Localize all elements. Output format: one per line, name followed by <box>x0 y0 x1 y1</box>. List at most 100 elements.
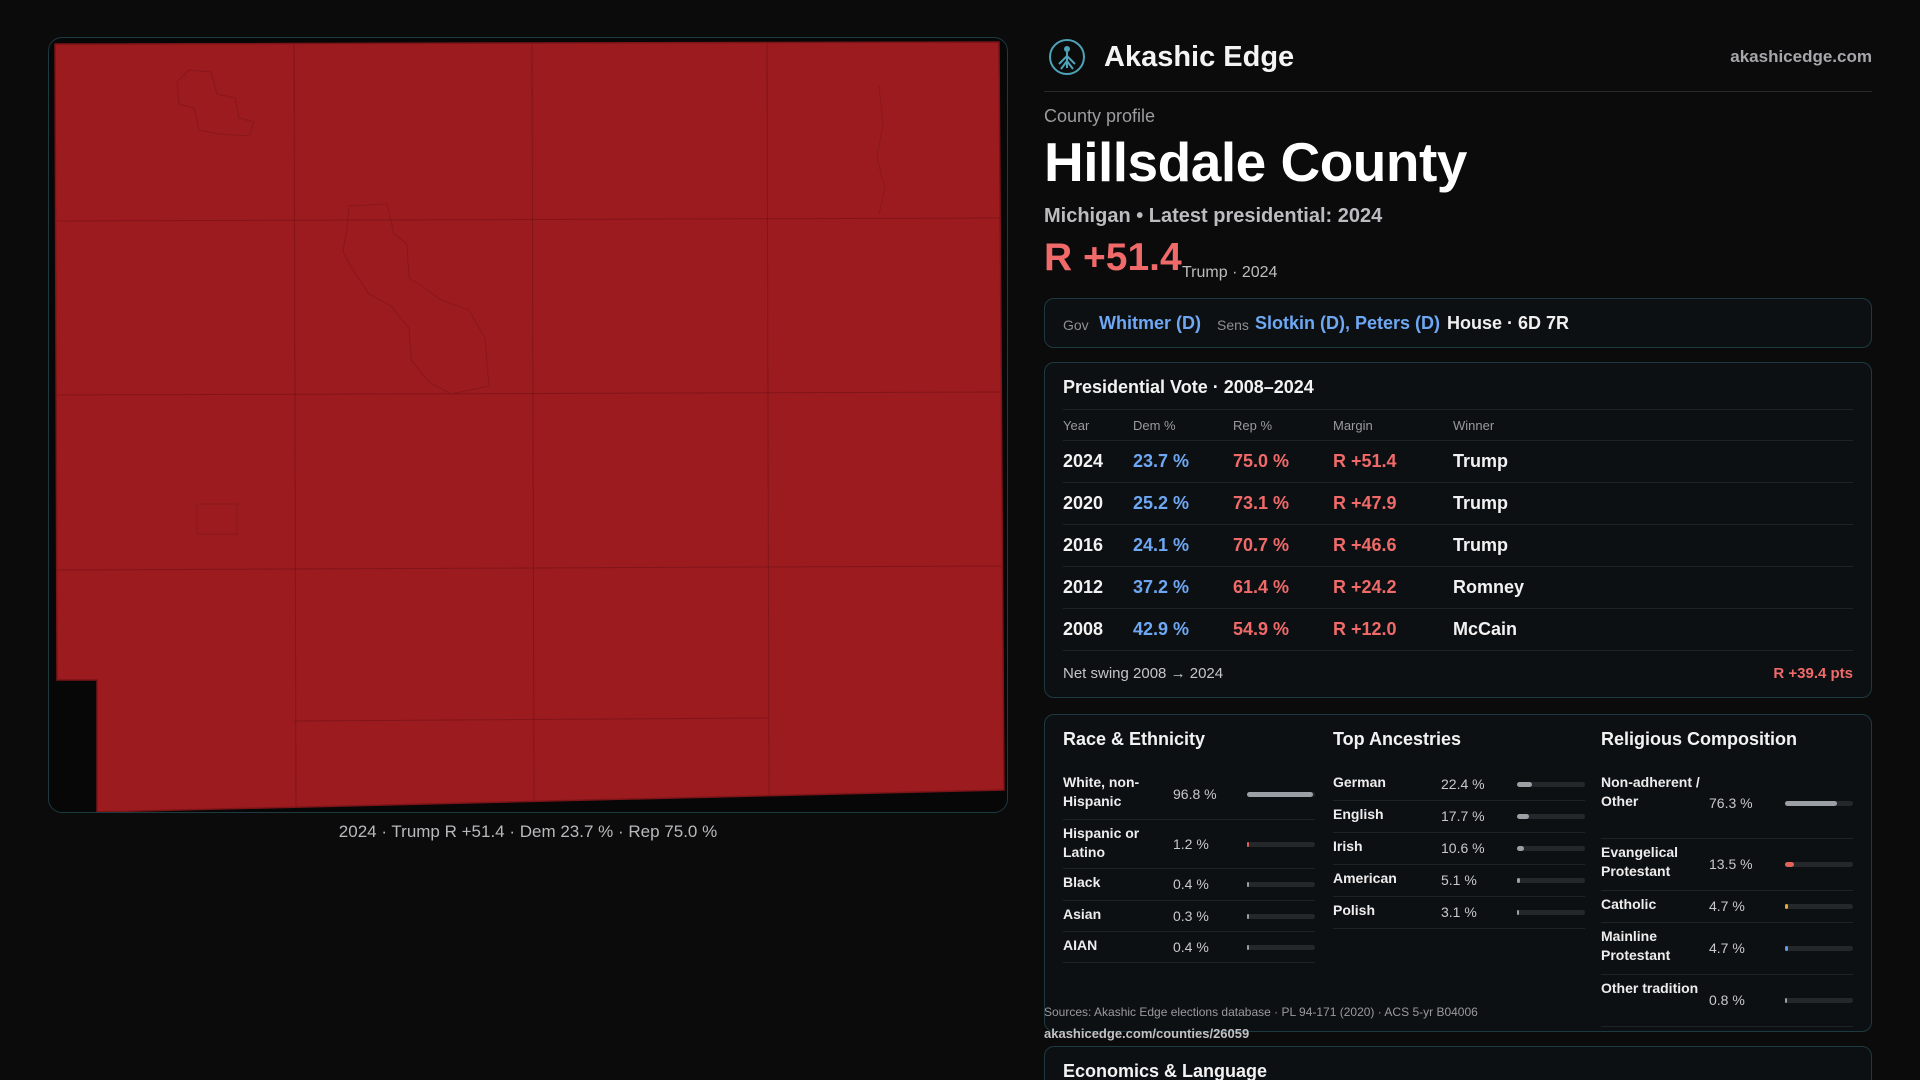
item-bar-fill <box>1517 846 1524 851</box>
presidential-vote-title: Presidential Vote · 2008–2024 <box>1063 377 1314 397</box>
item-percent: 0.8 % <box>1709 992 1745 1008</box>
row-rep: 73.1 % <box>1233 493 1290 513</box>
item-bar-fill <box>1517 814 1529 819</box>
item-label: American <box>1333 870 1397 886</box>
county-shape[interactable] <box>54 41 1005 812</box>
item-bar-fill <box>1247 945 1249 950</box>
item-label: Evangelical Protestant <box>1601 844 1679 879</box>
item-bar-fill <box>1247 792 1313 797</box>
item-label: Hispanic or Latino <box>1063 825 1140 860</box>
economics-language-card: Economics & Language <box>1044 1046 1872 1080</box>
item-percent: 10.6 % <box>1441 840 1485 856</box>
governor-name: Whitmer (D) <box>1099 313 1201 333</box>
net-swing-value: R +39.4 pts <box>1773 665 1853 682</box>
row-margin: R +24.2 <box>1333 577 1397 597</box>
map-caption: 2024 · Trump R +51.4 · Dem 23.7 % · Rep … <box>338 822 718 841</box>
officials-bar: Gov Whitmer (D) Sens Slotkin (D), Peters… <box>1044 298 1872 348</box>
row-winner: Romney <box>1453 577 1525 597</box>
county-profile-panel: Akashic Edge akashicedge.com County prof… <box>1044 0 1872 1080</box>
item-bar-fill <box>1517 782 1532 787</box>
row-dem: 24.1 % <box>1133 535 1190 555</box>
net-swing-label: Net swing 2008 → 2024 <box>1063 665 1224 682</box>
item-bar-track <box>1785 998 1853 1003</box>
item-bar-fill <box>1785 862 1794 867</box>
religious-composition-title: Religious Composition <box>1601 729 1797 749</box>
item-label: Asian <box>1063 906 1102 922</box>
brand-url-link[interactable]: akashicedge.com <box>1730 47 1872 66</box>
row-year: 2012 <box>1063 577 1104 597</box>
list-item: Polish 3.1 % <box>1333 897 1585 929</box>
item-percent: 13.5 % <box>1709 856 1753 872</box>
item-percent: 5.1 % <box>1441 872 1477 888</box>
latest-margin-note: Trump · 2024 <box>1182 264 1278 281</box>
row-winner: Trump <box>1453 451 1509 471</box>
township-boundaries <box>56 42 1004 809</box>
row-winner: Trump <box>1453 535 1509 555</box>
item-bar-track <box>1247 792 1315 797</box>
county-map-svg <box>54 41 1005 812</box>
list-item: White, non-Hispanic 96.8 % <box>1063 769 1315 820</box>
latest-margin: R +51.4 <box>1044 236 1182 279</box>
item-bar-track <box>1517 814 1585 819</box>
row-year: 2008 <box>1063 619 1104 639</box>
item-percent: 4.7 % <box>1709 898 1745 914</box>
item-bar-track <box>1517 782 1585 787</box>
item-label: White, non-Hispanic <box>1063 774 1140 809</box>
list-item: Hispanic or Latino 1.2 % <box>1063 820 1315 869</box>
col-rep: Rep % <box>1233 418 1273 433</box>
list-item: Mainline Protestant 4.7 % <box>1601 923 1853 975</box>
item-bar-fill <box>1517 878 1520 883</box>
item-percent: 22.4 % <box>1441 776 1485 792</box>
list-item: Evangelical Protestant 13.5 % <box>1601 839 1853 891</box>
page-title: Hillsdale County <box>1044 131 1467 193</box>
governor-label: Gov <box>1063 317 1089 333</box>
item-bar-track <box>1785 946 1853 951</box>
sources-url-link[interactable]: akashicedge.com/counties/26059 <box>1044 1026 1250 1041</box>
item-label: Polish <box>1333 902 1376 918</box>
item-bar-track <box>1785 862 1853 867</box>
brand-name[interactable]: Akashic Edge <box>1104 41 1295 73</box>
table-row: 2008 42.9 % 54.9 % R +12.0 McCain <box>1063 609 1853 651</box>
row-rep: 75.0 % <box>1233 451 1290 471</box>
item-label: Catholic <box>1601 896 1657 912</box>
row-year: 2016 <box>1063 535 1104 555</box>
senators-names: Slotkin (D), Peters (D) <box>1255 313 1441 333</box>
item-label: Non-adherent / Other <box>1601 774 1700 809</box>
item-bar-track <box>1247 882 1315 887</box>
list-item: Asian 0.3 % <box>1063 901 1315 932</box>
row-dem: 42.9 % <box>1133 619 1190 639</box>
list-item: Other tradition 0.8 % <box>1601 975 1853 1027</box>
item-bar-fill <box>1247 914 1249 919</box>
item-bar-fill <box>1785 946 1788 951</box>
row-rep: 70.7 % <box>1233 535 1290 555</box>
col-margin: Margin <box>1333 418 1373 433</box>
item-percent: 0.4 % <box>1173 876 1209 892</box>
item-label: English <box>1333 806 1384 822</box>
list-item: Catholic 4.7 % <box>1601 891 1853 923</box>
col-dem: Dem % <box>1133 418 1176 433</box>
table-row: 2012 37.2 % 61.4 % R +24.2 Romney <box>1063 567 1853 609</box>
senators-label: Sens <box>1217 317 1249 333</box>
item-bar-fill <box>1517 910 1519 915</box>
row-year: 2020 <box>1063 493 1104 513</box>
list-item: Non-adherent / Other 76.3 % <box>1601 769 1853 839</box>
list-item: Irish 10.6 % <box>1333 833 1585 865</box>
row-margin: R +47.9 <box>1333 493 1397 513</box>
economics-language-title: Economics & Language <box>1063 1061 1268 1080</box>
list-item: American 5.1 % <box>1333 865 1585 897</box>
item-percent: 4.7 % <box>1709 940 1745 956</box>
table-row: 2016 24.1 % 70.7 % R +46.6 Trump <box>1063 525 1853 567</box>
county-map[interactable] <box>48 37 1008 813</box>
item-percent: 17.7 % <box>1441 808 1485 824</box>
item-bar-fill <box>1785 998 1787 1003</box>
list-item: Black 0.4 % <box>1063 869 1315 901</box>
item-percent: 1.2 % <box>1173 836 1209 852</box>
row-rep: 54.9 % <box>1233 619 1290 639</box>
row-dem: 37.2 % <box>1133 577 1190 597</box>
row-margin: R +51.4 <box>1333 451 1397 471</box>
tree-of-life-icon[interactable] <box>1048 38 1086 76</box>
item-bar-track <box>1517 846 1585 851</box>
item-label: Other tradition <box>1601 980 1699 996</box>
list-item: German 22.4 % <box>1333 769 1585 801</box>
list-item: AIAN 0.4 % <box>1063 932 1315 963</box>
